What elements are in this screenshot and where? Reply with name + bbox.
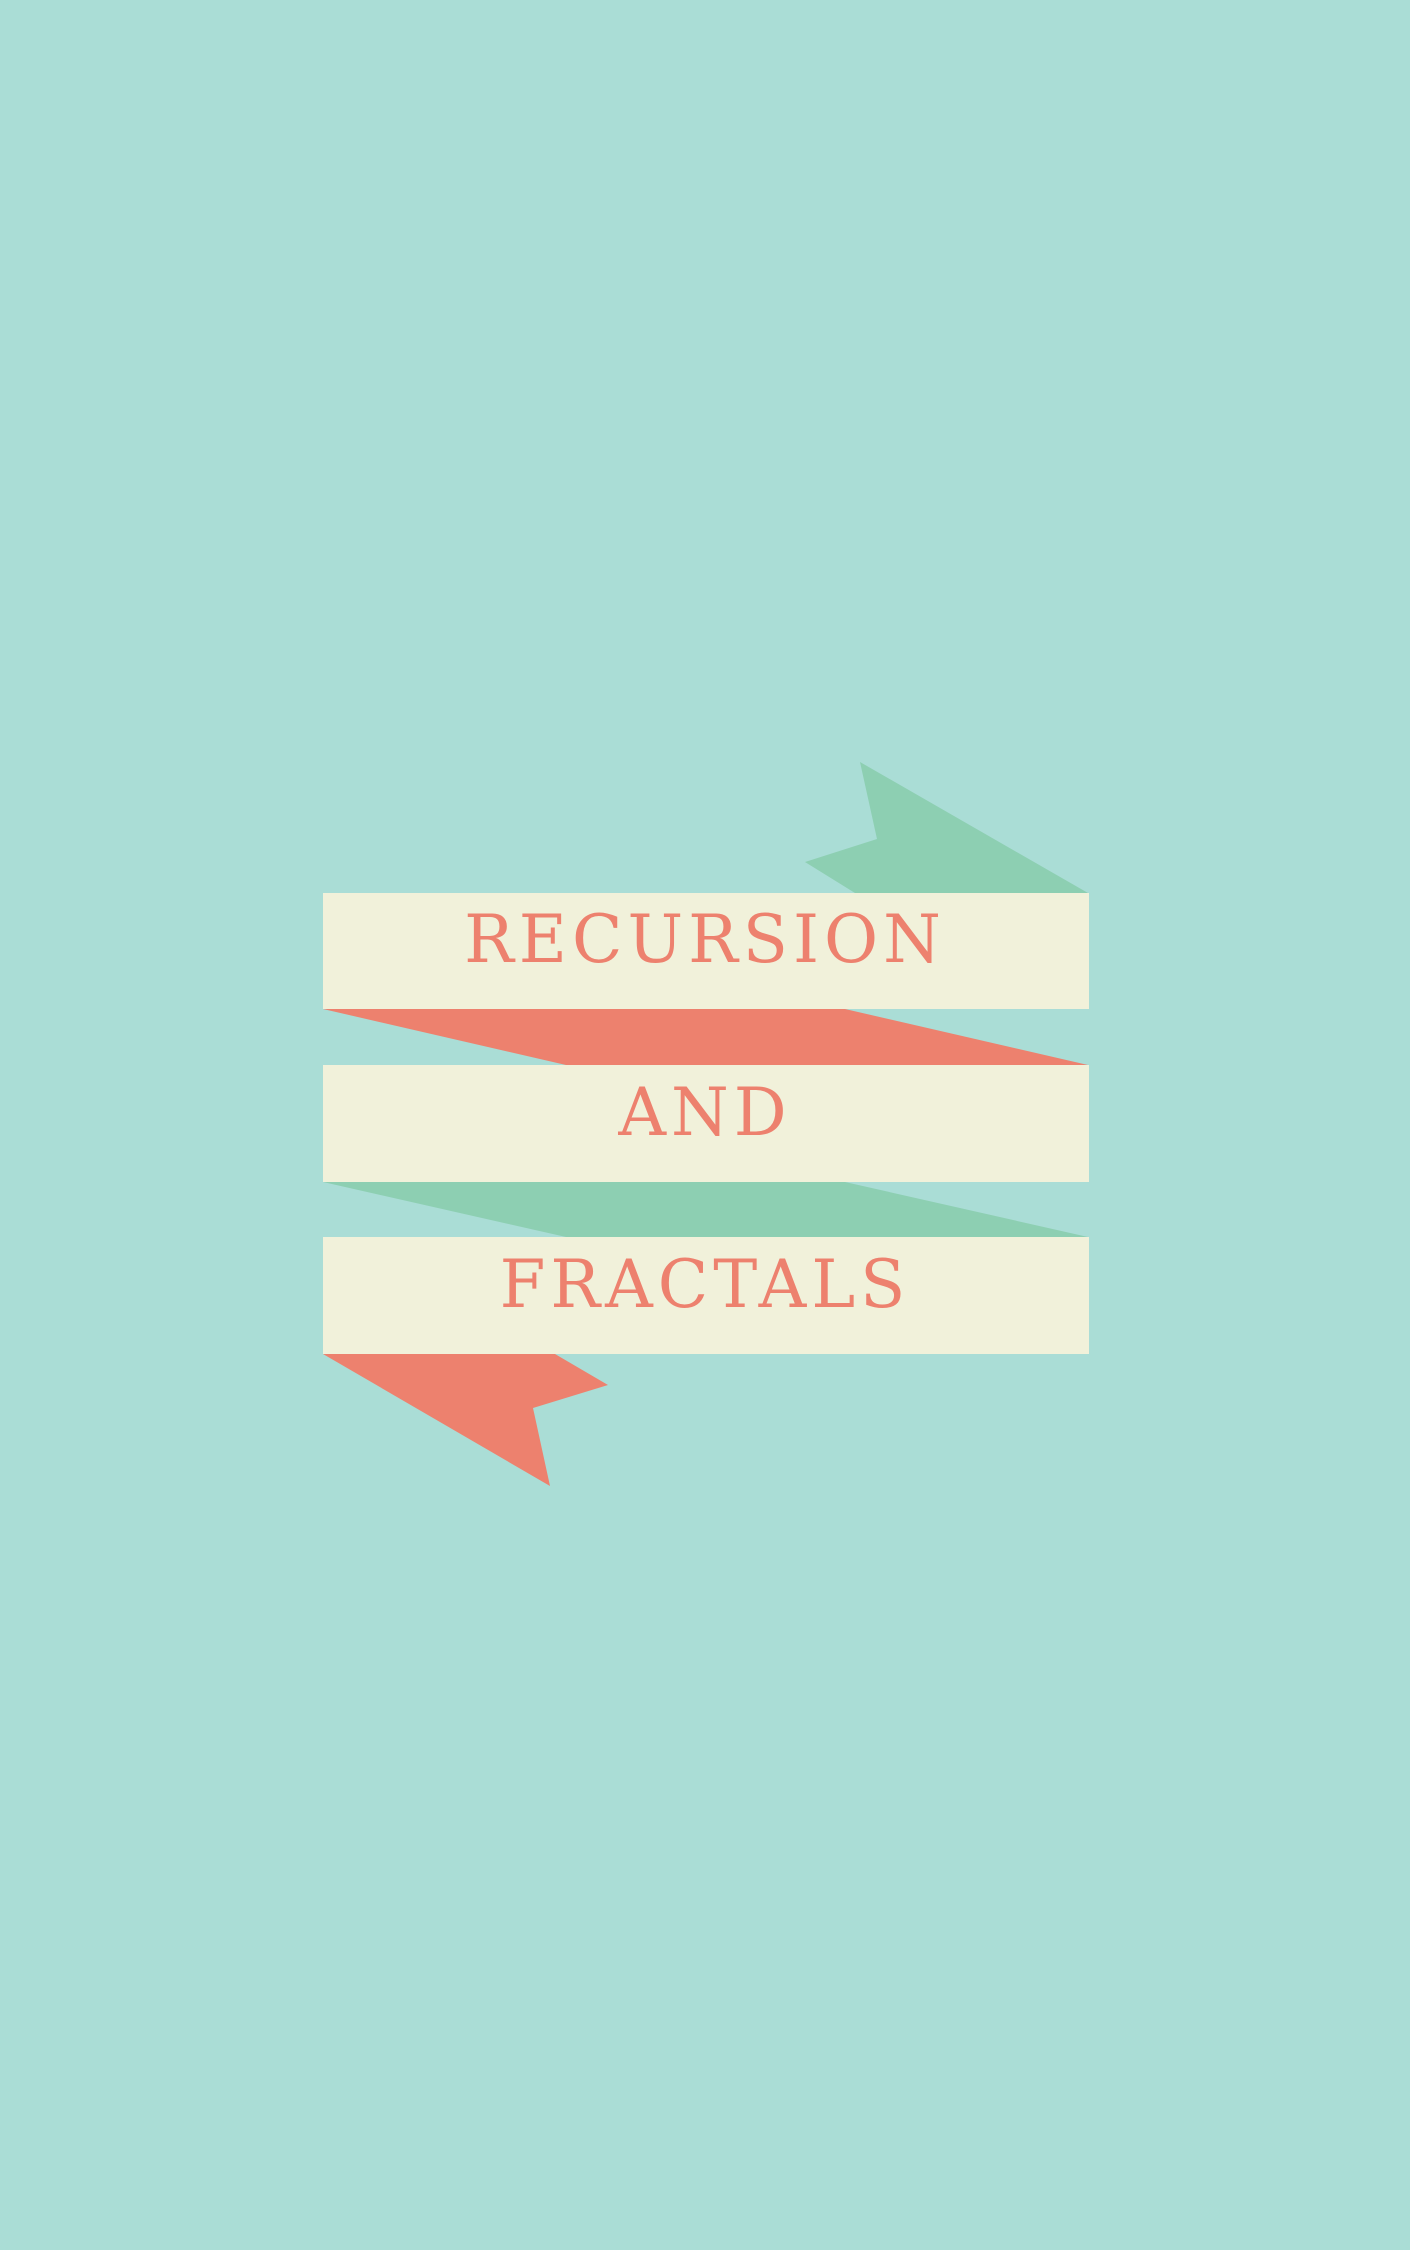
ribbon-tail-bottom: [323, 1354, 608, 1486]
banner-band-2: [323, 1065, 1089, 1182]
title-line-and: AND: [617, 1074, 791, 1151]
ribbon-fold-green: [323, 1182, 1088, 1237]
title-line-recursion: RECURSION: [464, 901, 946, 978]
title-line-fractals: FRACTALS: [500, 1246, 911, 1323]
ribbon-tail-top: [805, 762, 1088, 893]
ribbon-fold-coral: [323, 1009, 1088, 1065]
banner-band-1: [323, 893, 1089, 1009]
banner-band-3: [323, 1237, 1089, 1354]
